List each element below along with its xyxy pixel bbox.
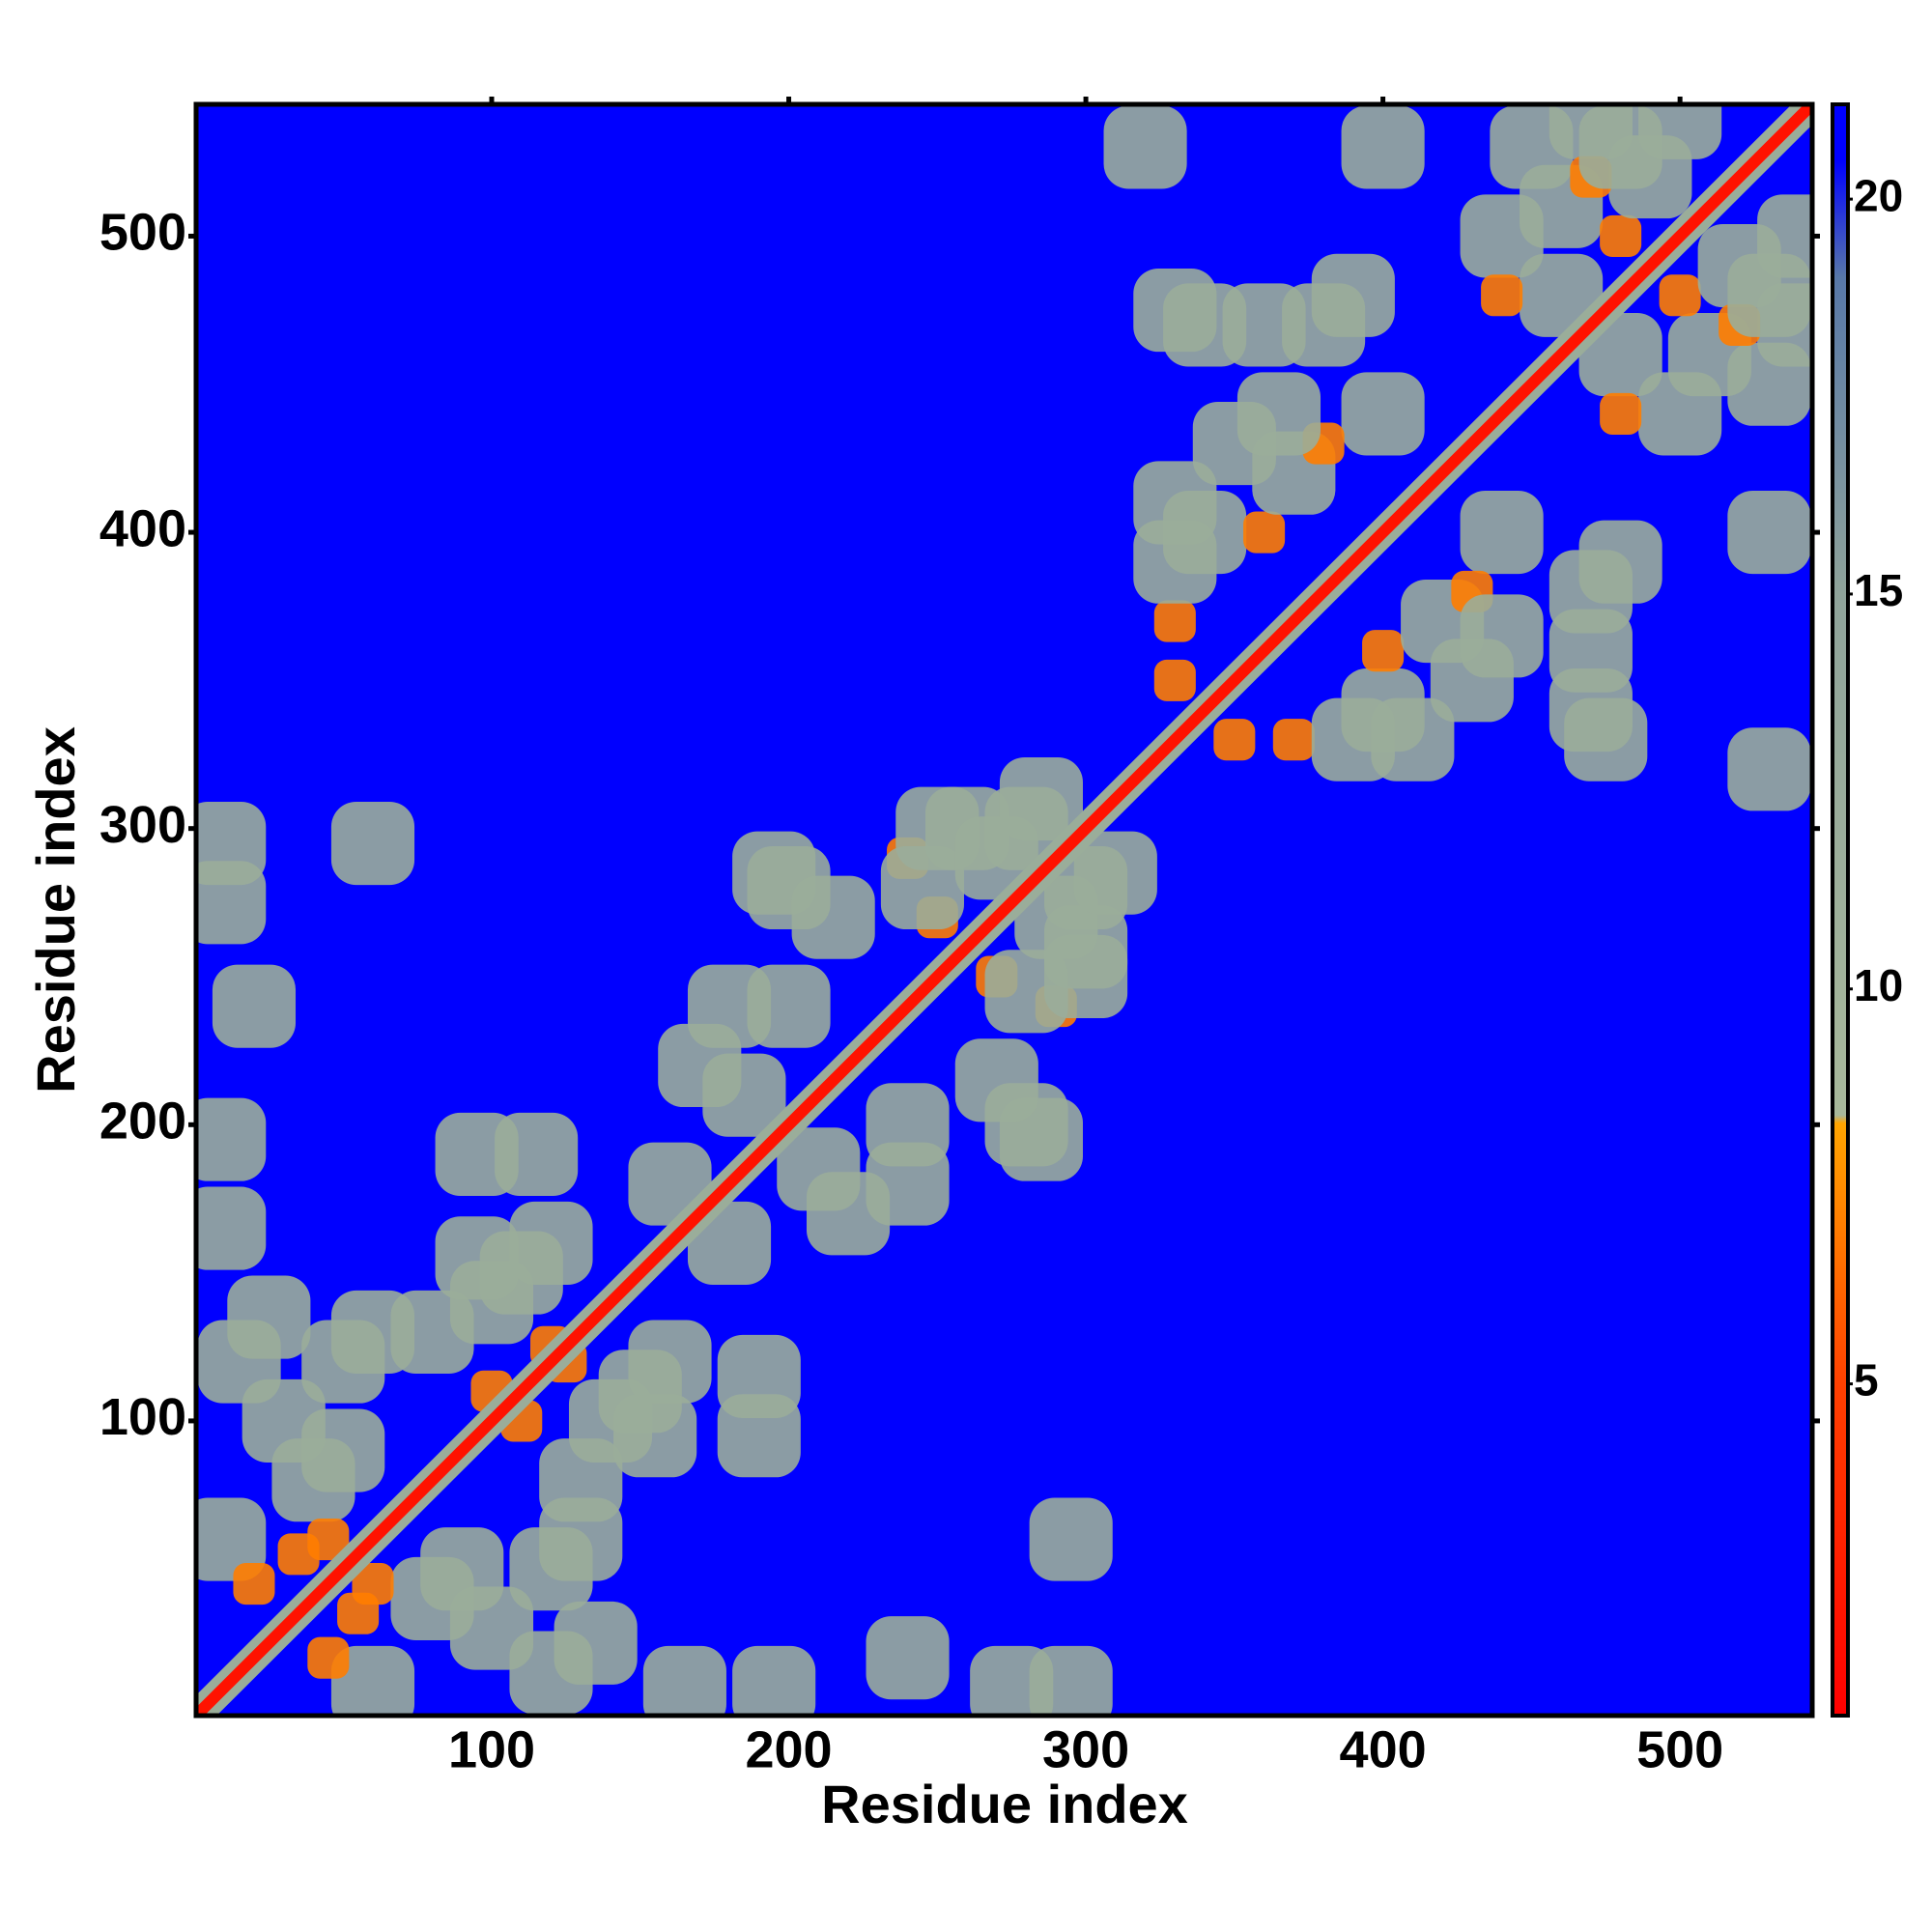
contact-patch — [954, 1038, 1038, 1122]
contact-patch — [301, 1408, 385, 1492]
contact-patch — [717, 1334, 801, 1418]
contact-patch — [1272, 719, 1315, 761]
contact-patch — [1600, 214, 1642, 257]
contact-patch — [1213, 719, 1256, 761]
contact-patch — [1222, 283, 1306, 367]
contact-patch — [1727, 727, 1811, 811]
plot-frame — [193, 101, 1815, 1719]
contact-patch — [866, 1616, 950, 1700]
contact-patch — [539, 1438, 623, 1522]
contact-patch — [1727, 253, 1811, 337]
x-axis-label: Residue index — [821, 1774, 1188, 1834]
x-tick-label: 500 — [1636, 1720, 1723, 1778]
contact-patch — [984, 950, 1068, 1034]
contact-patch — [435, 1216, 519, 1300]
y-tick-label: 200 — [99, 1093, 186, 1151]
y-axis-label: Residue index — [25, 726, 86, 1094]
x-tick-label: 400 — [1340, 1720, 1427, 1778]
contact-patch — [999, 756, 1083, 841]
contact-patch — [1578, 520, 1662, 604]
contact-patch — [1073, 831, 1157, 915]
colorbar-tick-label: 5 — [1854, 1355, 1879, 1406]
y-tick-label: 100 — [99, 1388, 186, 1446]
contact-patch — [791, 875, 875, 959]
contact-patch — [1133, 269, 1217, 353]
contact-patch — [1362, 630, 1405, 672]
contact-patch — [227, 1275, 311, 1359]
contact-patch — [1236, 372, 1321, 456]
contact-patch — [1481, 274, 1523, 317]
contact-patch — [1548, 609, 1633, 693]
y-tick-label: 400 — [99, 499, 186, 557]
diagonal — [196, 104, 1812, 1716]
contact-patch — [196, 1497, 267, 1581]
contact-patch — [196, 861, 267, 945]
y-tick-label: 500 — [99, 204, 186, 262]
contact-patch — [1341, 105, 1425, 189]
contact-patch — [1243, 511, 1286, 554]
contact-patch — [554, 1601, 638, 1685]
contact-patch — [330, 801, 415, 886]
x-tick-label: 100 — [448, 1720, 535, 1778]
contact-patch — [1727, 491, 1811, 575]
contact-patch — [212, 964, 297, 1048]
colorbar-tick-label: 10 — [1854, 960, 1903, 1010]
contact-patch — [1153, 600, 1196, 642]
contact-patch — [495, 1112, 579, 1197]
y-tick-label: 300 — [99, 796, 186, 854]
contact-patch — [702, 1053, 786, 1137]
contact-patch — [1460, 491, 1544, 575]
contact-patch — [1460, 594, 1544, 678]
contact-patch — [628, 1320, 712, 1404]
contact-patch — [1029, 1497, 1113, 1581]
contact-patch — [509, 1201, 593, 1285]
contact-patch — [196, 1097, 267, 1181]
contact-patch — [970, 1645, 1054, 1716]
colorbar-tick-label: 15 — [1854, 565, 1903, 615]
contact-patch — [233, 1563, 275, 1605]
contact-patch — [1341, 372, 1425, 456]
contact-patch — [420, 1527, 504, 1611]
contact-patch — [307, 1636, 350, 1679]
contact-patch — [880, 845, 964, 930]
contact-patch — [1311, 253, 1395, 337]
contact-patch — [613, 1394, 697, 1478]
contact-patch — [777, 1127, 861, 1211]
colorbar — [1831, 102, 1850, 1718]
contact-patch — [687, 964, 772, 1048]
contact-patch — [330, 1645, 415, 1716]
contact-patch — [1600, 392, 1642, 435]
contact-patch — [1153, 659, 1196, 701]
contact-patch — [642, 1645, 726, 1716]
contact-patch — [1564, 697, 1648, 781]
contact-patch — [307, 1519, 350, 1561]
contact-patch — [866, 1142, 950, 1226]
x-tick-label: 200 — [745, 1720, 832, 1778]
contact-patch — [1659, 274, 1701, 317]
contact-patch — [352, 1563, 394, 1605]
contact-patch — [732, 1645, 816, 1716]
colorbar-tick-label: 20 — [1854, 170, 1903, 220]
contact-patch — [196, 1186, 267, 1270]
heatmap — [196, 104, 1812, 1716]
contact-patch — [1578, 105, 1662, 189]
contact-patch — [1133, 520, 1217, 604]
contact-patch — [1311, 697, 1395, 781]
x-tick-label: 300 — [1042, 1720, 1129, 1778]
contact-patch — [1103, 105, 1187, 189]
contact-patch — [390, 1290, 474, 1374]
